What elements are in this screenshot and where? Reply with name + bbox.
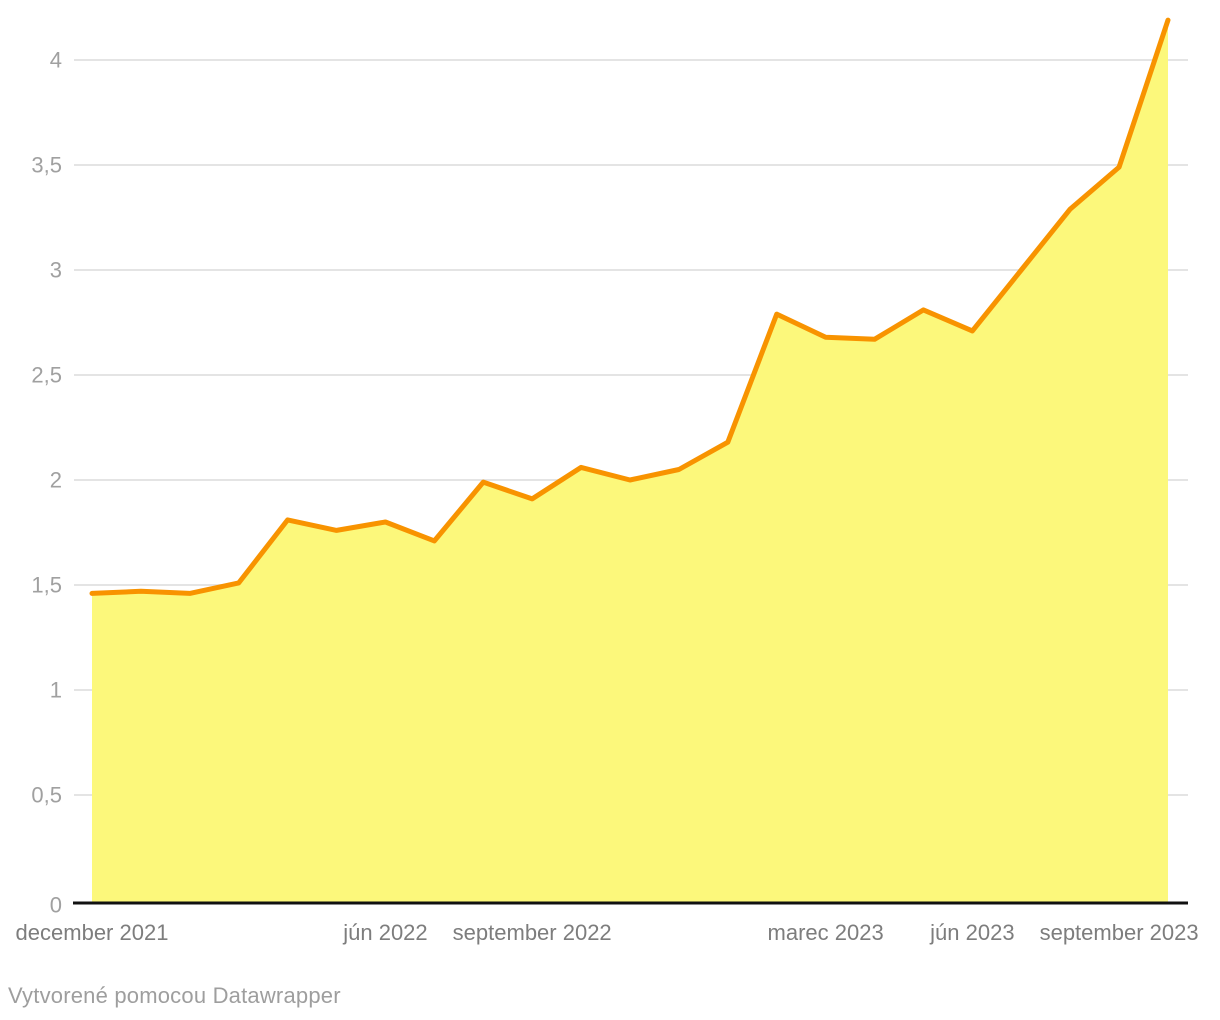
y-tick-label: 0,5 <box>31 783 62 808</box>
x-tick-label: september 2023 <box>1040 920 1199 945</box>
x-tick-label: december 2021 <box>16 920 169 945</box>
y-tick-label: 1,5 <box>31 573 62 598</box>
x-tick-label: september 2022 <box>453 920 612 945</box>
area-fill <box>92 20 1168 903</box>
y-tick-label: 2,5 <box>31 363 62 388</box>
y-tick-label: 0 <box>50 893 62 918</box>
y-tick-label: 2 <box>50 468 62 493</box>
data-line <box>89 17 1171 596</box>
x-tick-label: jún 2023 <box>929 920 1014 945</box>
y-tick-label: 4 <box>50 48 62 73</box>
x-tick-label: marec 2023 <box>768 920 884 945</box>
y-tick-label: 1 <box>50 678 62 703</box>
x-tick-label: jún 2022 <box>342 920 427 945</box>
y-tick-label: 3 <box>50 258 62 283</box>
datawrapper-attribution-link[interactable]: Vytvorené pomocou Datawrapper <box>8 983 341 1008</box>
y-tick-label: 3,5 <box>31 153 62 178</box>
